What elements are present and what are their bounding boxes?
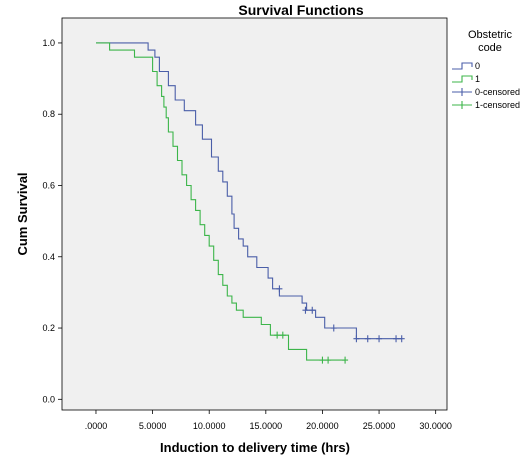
censor-mark-1 xyxy=(319,356,326,364)
censor-mark-0 xyxy=(398,335,405,343)
x-axis: .0000 5.0000 10.0000 15.0000 20.0000 25.0000 3… xyxy=(85,410,452,431)
y-tick-label: 0.4 xyxy=(42,252,55,262)
legend-title-line-1: Obstetric xyxy=(468,29,513,41)
y-axis: 0.0 0.2 0.4 0.6 0.8 1.0 xyxy=(42,38,62,404)
survival-line-0 xyxy=(96,42,402,340)
censor-mark-1 xyxy=(279,331,286,339)
series-1 xyxy=(96,42,349,364)
censor-mark-0 xyxy=(353,335,360,343)
legend-line-swatch xyxy=(452,62,473,70)
x-tick-label: 5.0000 xyxy=(139,421,167,431)
censor-mark-0 xyxy=(393,335,400,343)
legend-entry: 0 xyxy=(452,61,480,71)
censor-mark-0 xyxy=(309,306,316,314)
legend-title-line-2: code xyxy=(478,42,502,54)
legend-censor-swatch xyxy=(452,101,472,109)
series-0 xyxy=(96,42,405,343)
chart-title: Survival Functions xyxy=(238,2,363,18)
legend-label: 1 xyxy=(475,74,480,84)
censor-mark-0 xyxy=(302,306,309,314)
y-axis-label: Cum Survival xyxy=(15,172,30,255)
legend-entry: 0-censored xyxy=(452,87,520,97)
censor-mark-1 xyxy=(342,356,349,364)
legend-label: 1-censored xyxy=(475,100,520,110)
y-tick-label: 1.0 xyxy=(42,38,55,48)
legend-entries: 0 1 0-censored 1-censored xyxy=(452,61,520,110)
x-tick-label: 15.0000 xyxy=(250,421,283,431)
series-layer xyxy=(96,42,405,364)
x-tick-label: .0000 xyxy=(85,421,108,431)
y-tick-label: 0.2 xyxy=(42,323,55,333)
legend-label: 0 xyxy=(475,61,480,71)
plot-area xyxy=(61,17,448,411)
censor-mark-1 xyxy=(325,356,332,364)
x-tick-label: 30.0000 xyxy=(419,421,452,431)
x-tick-label: 25.0000 xyxy=(363,421,396,431)
censor-mark-0 xyxy=(376,335,383,343)
legend-line-swatch xyxy=(452,75,473,83)
survival-line-1 xyxy=(96,42,346,361)
x-axis-label: Induction to delivery time (hrs) xyxy=(160,440,350,455)
legend-censor-swatch xyxy=(452,88,472,96)
x-tick-label: 10.0000 xyxy=(193,421,226,431)
censor-mark-0 xyxy=(364,335,371,343)
y-tick-label: 0.8 xyxy=(42,109,55,119)
censor-mark-0 xyxy=(330,324,337,332)
y-tick-label: 0.0 xyxy=(42,394,55,404)
legend: Obstetric code 0 1 0-censored 1-censored xyxy=(452,29,520,110)
censor-mark-1 xyxy=(274,331,281,339)
legend-entry: 1-censored xyxy=(452,100,520,110)
x-tick-label: 20.0000 xyxy=(306,421,339,431)
legend-label: 0-censored xyxy=(475,87,520,97)
y-tick-label: 0.6 xyxy=(42,180,55,190)
legend-entry: 1 xyxy=(452,74,480,84)
censor-mark-0 xyxy=(276,285,283,293)
